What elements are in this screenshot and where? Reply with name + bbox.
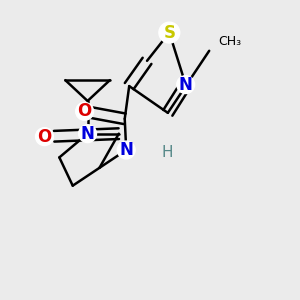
Text: CH₃: CH₃ bbox=[218, 35, 241, 48]
Circle shape bbox=[76, 102, 94, 120]
Text: H: H bbox=[161, 146, 173, 160]
Text: N: N bbox=[119, 141, 133, 159]
Circle shape bbox=[36, 128, 53, 146]
Circle shape bbox=[177, 76, 195, 94]
Text: N: N bbox=[179, 76, 193, 94]
Circle shape bbox=[159, 22, 180, 43]
Circle shape bbox=[79, 125, 97, 142]
Circle shape bbox=[117, 141, 135, 159]
Text: N: N bbox=[81, 125, 94, 143]
Text: S: S bbox=[163, 24, 175, 42]
Text: O: O bbox=[77, 102, 92, 120]
Text: O: O bbox=[38, 128, 52, 146]
